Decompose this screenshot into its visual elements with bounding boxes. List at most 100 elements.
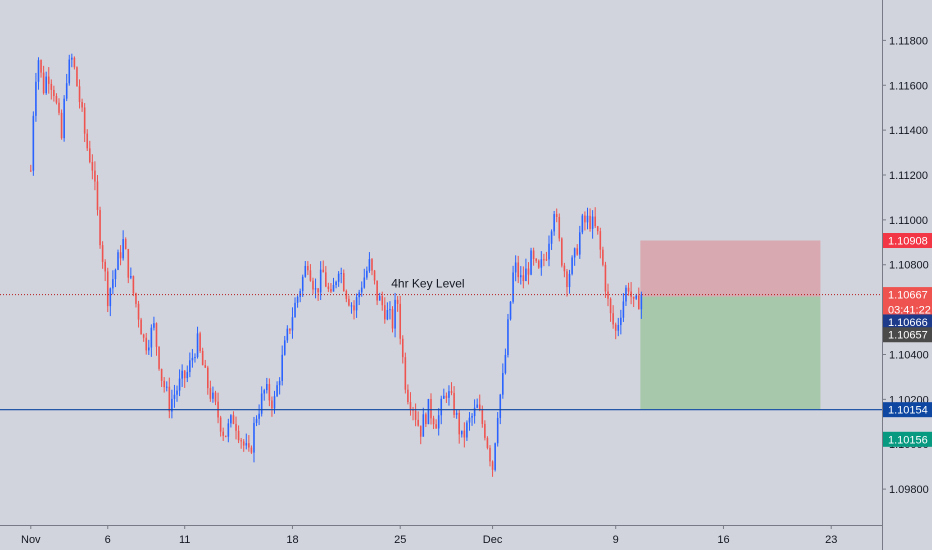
risk-reward-zones[interactable] — [640, 240, 821, 410]
candle[interactable] — [563, 262, 566, 278]
candle[interactable] — [419, 425, 422, 445]
candle[interactable] — [540, 251, 543, 276]
candle[interactable] — [212, 386, 214, 403]
candle[interactable] — [386, 302, 389, 321]
candle[interactable] — [32, 111, 35, 176]
candle[interactable] — [568, 269, 571, 294]
candle[interactable] — [437, 408, 440, 436]
candle[interactable] — [312, 277, 314, 294]
candle[interactable] — [160, 368, 163, 387]
candle[interactable] — [422, 407, 425, 437]
candle[interactable] — [530, 247, 532, 276]
candle[interactable] — [414, 403, 417, 427]
candle[interactable] — [527, 262, 530, 285]
candle[interactable] — [463, 422, 466, 448]
candle[interactable] — [99, 206, 101, 249]
candle[interactable] — [371, 258, 373, 276]
candle[interactable] — [319, 261, 322, 300]
candle[interactable] — [222, 427, 224, 441]
candle[interactable] — [76, 66, 78, 87]
candle[interactable] — [199, 331, 201, 353]
candle[interactable] — [88, 140, 91, 164]
candle[interactable] — [584, 211, 586, 231]
candle[interactable] — [235, 416, 237, 440]
candle[interactable] — [504, 348, 507, 375]
candle[interactable] — [576, 244, 579, 256]
candle[interactable] — [460, 430, 463, 438]
candle[interactable] — [204, 359, 207, 368]
candle[interactable] — [124, 237, 127, 250]
candle[interactable] — [271, 396, 273, 417]
candle[interactable] — [181, 364, 183, 387]
candle[interactable] — [268, 378, 271, 407]
candle[interactable] — [245, 433, 248, 450]
candle[interactable] — [525, 258, 527, 282]
candle[interactable] — [594, 207, 596, 229]
candle[interactable] — [378, 292, 381, 301]
candle[interactable] — [130, 267, 132, 280]
candle[interactable] — [135, 292, 137, 308]
candle[interactable] — [548, 235, 550, 267]
candle[interactable] — [502, 363, 504, 399]
candle[interactable] — [276, 381, 278, 398]
candle[interactable] — [353, 300, 355, 320]
candle[interactable] — [242, 439, 245, 452]
candle[interactable] — [499, 393, 502, 425]
candle[interactable] — [86, 129, 89, 151]
candle[interactable] — [627, 282, 630, 296]
candle[interactable] — [71, 53, 73, 68]
candle[interactable] — [168, 377, 171, 419]
candle[interactable] — [448, 385, 450, 406]
candle[interactable] — [142, 333, 145, 342]
candle[interactable] — [409, 392, 412, 416]
candle[interactable] — [119, 245, 122, 266]
candle[interactable] — [73, 56, 76, 70]
candle[interactable] — [389, 301, 391, 320]
candle[interactable] — [512, 265, 514, 304]
candle[interactable] — [401, 335, 404, 364]
candle[interactable] — [186, 365, 189, 383]
candle[interactable] — [396, 296, 399, 312]
candle[interactable] — [258, 404, 260, 426]
candle[interactable] — [473, 399, 476, 424]
candle[interactable] — [253, 416, 255, 463]
candle[interactable] — [94, 161, 96, 191]
candle[interactable] — [327, 282, 330, 293]
candle[interactable] — [106, 267, 109, 313]
candle[interactable] — [83, 103, 86, 143]
candle[interactable] — [227, 418, 230, 443]
candle[interactable] — [37, 57, 40, 90]
time-axis-ticks[interactable]: Nov 6 11 18 25 Dec 9 16 23 — [21, 525, 837, 546]
candle[interactable] — [296, 295, 299, 308]
candle[interactable] — [224, 435, 227, 438]
candle[interactable] — [281, 345, 283, 386]
candle[interactable] — [445, 392, 448, 403]
candle[interactable] — [476, 398, 478, 409]
candle[interactable] — [376, 280, 378, 306]
candle[interactable] — [176, 385, 178, 402]
candle[interactable] — [425, 412, 427, 428]
candle[interactable] — [435, 419, 437, 429]
candle[interactable] — [112, 270, 114, 295]
candle[interactable] — [255, 415, 258, 427]
candle[interactable] — [466, 420, 468, 441]
candle[interactable] — [399, 295, 402, 345]
candle[interactable] — [427, 398, 430, 425]
candle[interactable] — [604, 261, 607, 298]
candle[interactable] — [607, 283, 609, 307]
candle[interactable] — [484, 420, 486, 441]
candle[interactable] — [260, 386, 263, 417]
candle[interactable] — [283, 335, 286, 356]
candle[interactable] — [394, 292, 396, 338]
horizontal-levels[interactable]: 4hr Key Level — [0, 277, 882, 411]
candle[interactable] — [278, 377, 281, 395]
candle[interactable] — [358, 289, 360, 306]
candle[interactable] — [289, 328, 291, 335]
candle[interactable] — [114, 268, 117, 288]
candle[interactable] — [543, 253, 545, 267]
candle[interactable] — [45, 71, 47, 95]
candle[interactable] — [404, 352, 407, 394]
candle[interactable] — [53, 85, 55, 102]
